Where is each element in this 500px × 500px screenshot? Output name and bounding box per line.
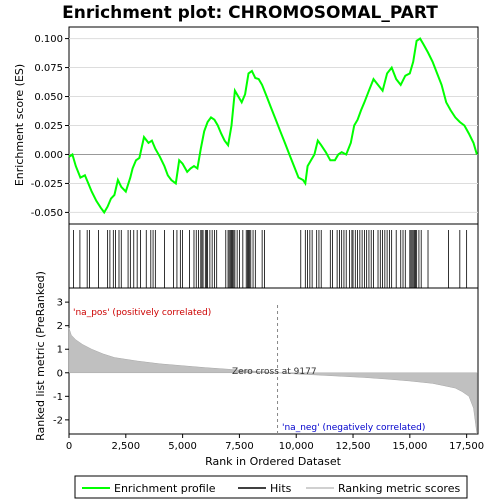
es-tick-label: -0.025 bbox=[31, 179, 63, 190]
es-tick-label: 0.000 bbox=[34, 150, 63, 161]
x-tick-label: 10,000 bbox=[279, 441, 314, 452]
enrichment-profile-line bbox=[68, 37, 478, 215]
es-gridlines bbox=[69, 38, 478, 213]
hit-markers bbox=[73, 230, 468, 288]
metric-tick-label: 3 bbox=[57, 298, 63, 309]
es-tick-label: 0.075 bbox=[34, 63, 63, 74]
es-y-ticks: -0.050 -0.025 0.000 0.025 0.050 0.075 0.100 bbox=[31, 34, 69, 219]
x-axis-label: Rank in Ordered Dataset bbox=[205, 455, 342, 468]
legend-hits-label: Hits bbox=[270, 482, 292, 495]
x-tick-label: 17,500 bbox=[449, 441, 484, 452]
x-tick-label: 7,500 bbox=[225, 441, 254, 452]
metric-tick-label: 0 bbox=[57, 368, 63, 379]
x-tick-label: 0 bbox=[66, 441, 72, 452]
x-tick-label: 2,500 bbox=[111, 441, 140, 452]
zero-cross-label: Zero cross at 9177 bbox=[232, 367, 317, 377]
x-tick-label: 12,500 bbox=[336, 441, 371, 452]
metric-tick-label: 1 bbox=[57, 345, 63, 356]
chart-title: Enrichment plot: CHROMOSOMAL_PART bbox=[62, 3, 438, 23]
metric-y-axis-label: Ranked list metric (PreRanked) bbox=[34, 271, 47, 441]
legend-enrichment-label: Enrichment profile bbox=[114, 482, 216, 495]
negative-correlation-label: 'na_neg' (negatively correlated) bbox=[282, 423, 425, 433]
es-tick-label: -0.050 bbox=[31, 208, 63, 219]
legend-metric-label: Ranking metric scores bbox=[338, 482, 460, 495]
positive-correlation-label: 'na_pos' (positively correlated) bbox=[73, 308, 211, 318]
metric-tick-label: -1 bbox=[53, 392, 63, 403]
ranking-metric-area bbox=[68, 327, 478, 435]
x-tick-label: 5,000 bbox=[168, 441, 197, 452]
x-tick-label: 15,000 bbox=[392, 441, 427, 452]
metric-tick-label: -2 bbox=[53, 415, 63, 426]
metric-tick-label: 2 bbox=[57, 321, 63, 332]
es-tick-label: 0.050 bbox=[34, 92, 63, 103]
es-tick-label: 0.025 bbox=[34, 121, 63, 132]
x-axis-ticks: 0 2,500 5,000 7,500 10,000 12,500 15,000 17,500 bbox=[66, 434, 484, 452]
es-y-axis-label: Enrichment score (ES) bbox=[13, 64, 26, 186]
legend-frame bbox=[74, 475, 468, 499]
es-tick-label: 0.100 bbox=[34, 34, 63, 45]
metric-y-ticks: -2 -1 0 1 2 3 bbox=[53, 298, 69, 426]
